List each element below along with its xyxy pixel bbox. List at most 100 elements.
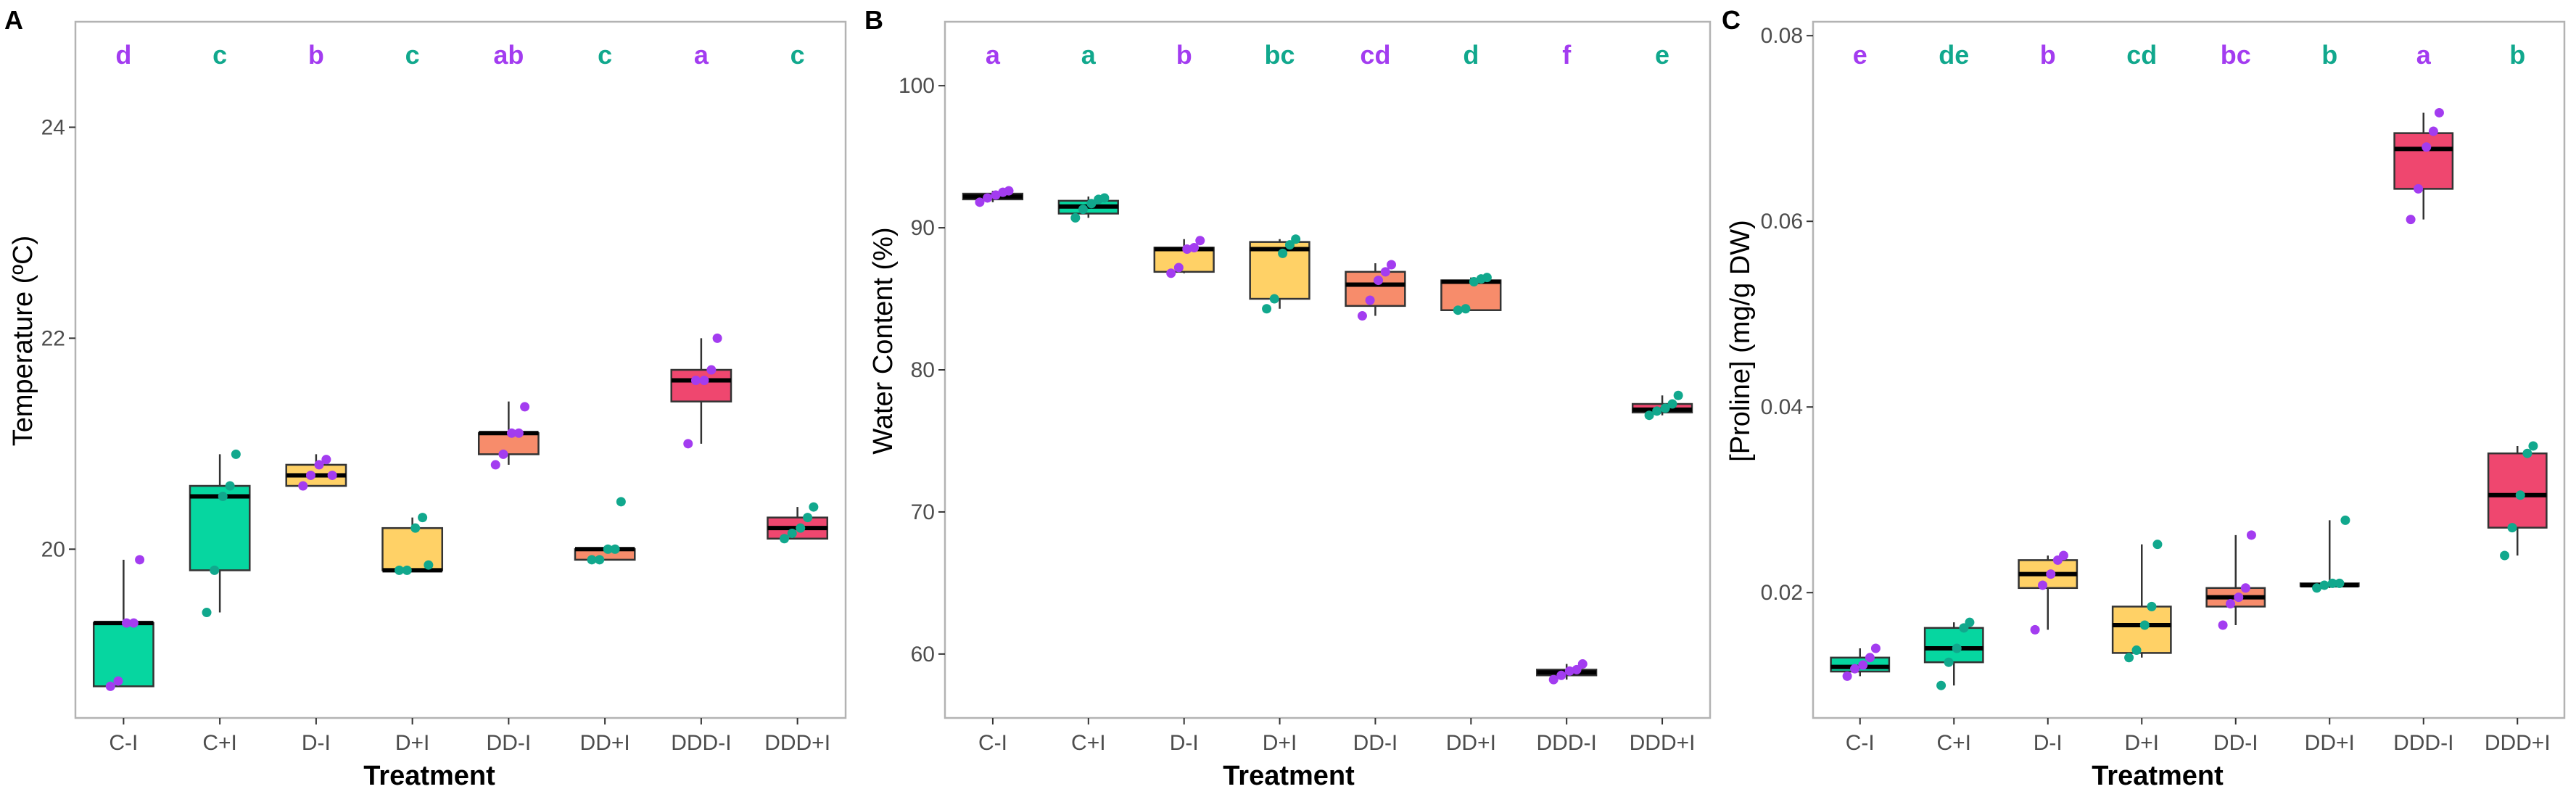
panel-a-x-tick-label: C-I bbox=[109, 731, 138, 755]
panel-a-data-point bbox=[314, 460, 324, 470]
panel-a-significance-letter: b bbox=[308, 40, 324, 70]
panel-c-data-point bbox=[2147, 601, 2157, 611]
panel-label-b: B bbox=[864, 5, 883, 35]
panel-a-data-point bbox=[587, 555, 597, 565]
panel-c-x-tick-label: D-I bbox=[2034, 731, 2063, 755]
panel-a-data-point bbox=[712, 333, 722, 343]
panel-c-data-point bbox=[1842, 671, 1852, 681]
panel-c-data-point bbox=[2334, 578, 2345, 588]
panel-a-x-tick-label: DD+I bbox=[580, 731, 630, 755]
panel-c-x-tick-label: C-I bbox=[1846, 731, 1875, 755]
panel-c-data-point bbox=[2312, 583, 2322, 593]
panel-a-significance-letter: c bbox=[790, 40, 805, 70]
panel-b-data-point bbox=[1189, 243, 1200, 253]
y-axis-title-c: [Proline] (mg/g DW) bbox=[1725, 220, 1756, 462]
panel-b-data-point bbox=[1482, 273, 1492, 283]
panel-a-data-point bbox=[513, 428, 524, 438]
panel-c-x-tick-label: DD-I bbox=[2213, 731, 2258, 755]
panel-c-data-point bbox=[2319, 580, 2329, 590]
panel-a-data-point bbox=[787, 528, 797, 538]
y-axis-title-b: Water Content (%) bbox=[868, 227, 899, 454]
panel-a-frame bbox=[74, 20, 847, 719]
panel-a-data-point bbox=[699, 376, 709, 386]
panel-b-data-point bbox=[1173, 263, 1184, 273]
panel-c-data-point bbox=[2058, 550, 2068, 561]
panel-c-data-point bbox=[2240, 583, 2250, 593]
x-axis-title-a: Treatment bbox=[363, 761, 495, 791]
panel-c-significance-letter: e bbox=[1853, 40, 1867, 70]
panel-a-data-point bbox=[706, 365, 717, 375]
panel-c-significance-letter: b bbox=[2509, 40, 2525, 70]
panel-c-significance-letter: bc bbox=[2221, 40, 2251, 70]
panel-b-data-point bbox=[1291, 234, 1301, 244]
panel-b-x-tick-label: C-I bbox=[978, 731, 1007, 755]
panel-a-significance-letter: c bbox=[598, 40, 612, 70]
panel-a-data-point bbox=[128, 618, 139, 628]
panel-c-x-tick-label: C+I bbox=[1936, 731, 1971, 755]
panel-c-data-point bbox=[2226, 599, 2236, 609]
panel-c-data-point bbox=[2234, 592, 2244, 603]
panel-b-data-point bbox=[1453, 305, 1463, 315]
panel-a-box bbox=[381, 526, 444, 571]
panel-b-data-point bbox=[1548, 674, 1559, 685]
panel-a-data-point bbox=[210, 565, 220, 575]
panel-c-significance-letter: a bbox=[2416, 40, 2432, 70]
panel-c-y-tick-label: 0.08 bbox=[1761, 24, 1803, 48]
panel-c-data-point bbox=[1952, 643, 1962, 653]
panel-b-data-point bbox=[975, 197, 985, 207]
panel-a-significance-letter: a bbox=[694, 40, 709, 70]
panel-c-data-point bbox=[2515, 490, 2525, 500]
panel-a-significance-letter: ab bbox=[493, 40, 524, 70]
panel-a-data-point bbox=[520, 402, 530, 412]
panel-a-data-point bbox=[395, 565, 405, 575]
panel-c-significance-letter: cd bbox=[2126, 40, 2157, 70]
panel-b-data-point bbox=[1387, 260, 1397, 270]
panel-b-data-point bbox=[1004, 186, 1014, 196]
panel-b-significance-letter: cd bbox=[1360, 40, 1390, 70]
panel-b-significance-letter: a bbox=[1081, 40, 1097, 70]
panel-a-data-point bbox=[305, 470, 315, 480]
panel-b-significance-letter: a bbox=[986, 40, 1001, 70]
panel-c-data-point bbox=[1858, 660, 1868, 670]
panel-a-data-point bbox=[616, 497, 626, 507]
panel-b-significance-letter: f bbox=[1562, 40, 1572, 70]
panel-c-data-point bbox=[2246, 530, 2256, 540]
panel-a-x-tick-label: DDD+I bbox=[764, 731, 830, 755]
panel-c-data-point bbox=[2414, 183, 2424, 194]
panel-a-data-point bbox=[498, 449, 508, 459]
panel-c-y-tick-label: 0.02 bbox=[1761, 581, 1803, 605]
panel-c-data-point bbox=[2218, 620, 2228, 630]
panel-a-data-point bbox=[410, 523, 421, 533]
panel-b-data-point bbox=[1078, 205, 1088, 215]
panel-b-data-point bbox=[991, 190, 1001, 200]
panel-a-data-point bbox=[321, 455, 331, 465]
panel-c-data-point bbox=[2434, 107, 2444, 117]
panel-a-x-tick-label: DDD-I bbox=[671, 731, 731, 755]
panel-b-data-point bbox=[1380, 267, 1390, 277]
panel-b-data-point bbox=[1469, 277, 1479, 287]
panel-a-x-tick-label: D+I bbox=[395, 731, 430, 755]
panel-c-data-point bbox=[2124, 653, 2134, 663]
panel-a-data-point bbox=[506, 428, 516, 438]
x-axis-title-c: Treatment bbox=[2092, 761, 2224, 791]
x-axis-title-b: Treatment bbox=[1223, 761, 1355, 791]
panel-b-y-tick-label: 60 bbox=[911, 643, 935, 666]
panel-a-x-tick-label: DD-I bbox=[487, 731, 532, 755]
panel-c-y-tick-label: 0.04 bbox=[1761, 395, 1803, 419]
panel-a-data-point bbox=[121, 618, 131, 628]
panel-c-data-point bbox=[2046, 569, 2056, 579]
panel-b-x-tick-label: DDD-I bbox=[1537, 731, 1597, 755]
panel-a: A Temperature (ºC) Treatment 20 22 24 C-I d C… bbox=[4, 5, 847, 791]
panel-a-data-point bbox=[202, 608, 212, 618]
panel-c-data-point bbox=[2327, 578, 2337, 588]
panel-c-data-point bbox=[1850, 664, 1860, 674]
panel-b-x-tick-label: D-I bbox=[1170, 731, 1199, 755]
panel-b-data-point bbox=[1365, 295, 1375, 305]
panel-c-significance-letter: b bbox=[2321, 40, 2337, 70]
panel-b-data-point bbox=[1572, 664, 1582, 674]
panel-b-data-point bbox=[1577, 659, 1588, 669]
panel-a-data-point bbox=[595, 555, 605, 565]
panel-a-data-point bbox=[780, 534, 790, 544]
